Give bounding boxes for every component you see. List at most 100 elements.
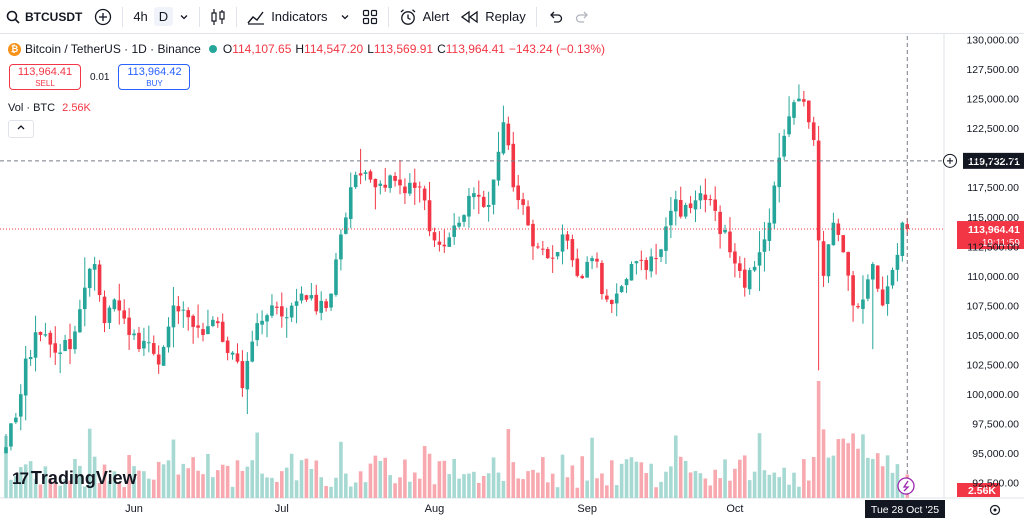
- volume-bar: [289, 453, 294, 498]
- volume-bar: [649, 463, 653, 498]
- candle-body: [506, 123, 511, 146]
- candle-body: [708, 199, 713, 201]
- indicators-dropdown[interactable]: [334, 0, 356, 34]
- timeframe-d[interactable]: D: [153, 7, 174, 26]
- candle-body: [447, 237, 452, 247]
- toolbar-divider: [387, 6, 389, 27]
- volume-bar: [368, 463, 373, 498]
- volume-bar: [481, 475, 486, 498]
- volume-bar: [211, 477, 215, 498]
- spread-value: 0.01: [90, 71, 110, 83]
- symbol-search[interactable]: BTCUSDT: [0, 0, 88, 34]
- candle-body: [122, 310, 126, 319]
- candle-body: [841, 235, 846, 253]
- indicators-button[interactable]: Indicators: [241, 0, 333, 34]
- candle-body: [78, 309, 82, 333]
- volume-bars: [4, 381, 910, 498]
- candle-body: [437, 241, 442, 245]
- timeframe-dropdown[interactable]: [173, 0, 195, 34]
- candle-body: [792, 102, 796, 118]
- volume-bar: [363, 482, 368, 498]
- volume-bar: [432, 484, 437, 498]
- candle-body: [147, 342, 151, 344]
- compare-button[interactable]: [88, 0, 118, 34]
- volume-bar: [580, 456, 585, 498]
- volume-bar: [176, 474, 181, 498]
- candle-body: [698, 193, 703, 201]
- candle-body: [275, 306, 279, 308]
- alert-button[interactable]: Alert: [393, 0, 456, 34]
- layout-button[interactable]: [356, 0, 384, 34]
- candle-body: [846, 252, 850, 276]
- volume-bar: [654, 487, 658, 498]
- replay-button[interactable]: Replay: [455, 0, 531, 34]
- candle-body: [649, 256, 653, 272]
- candle-body: [23, 358, 28, 396]
- chart-type-button[interactable]: [204, 0, 232, 34]
- countdown-label: 19:11:59: [982, 238, 1021, 249]
- volume-bar: [220, 464, 225, 498]
- volume-bar: [624, 459, 629, 498]
- candle-body: [526, 206, 530, 226]
- candle-body: [102, 296, 107, 324]
- settings-icon[interactable]: [989, 504, 1001, 516]
- candle-body: [339, 234, 343, 260]
- price-tick-label: 102,500.00: [966, 359, 1019, 371]
- volume-bar: [614, 485, 619, 498]
- candle-body: [595, 258, 599, 262]
- candle-body: [117, 300, 122, 311]
- volume-bar: [68, 480, 72, 498]
- alarm-clock-icon: [400, 8, 415, 25]
- volume-bar: [708, 485, 713, 498]
- volume-bar: [802, 459, 806, 498]
- volume-bar: [388, 475, 392, 498]
- volume-bar: [299, 460, 304, 498]
- volume-bar: [4, 435, 8, 498]
- volume-bar: [526, 471, 530, 498]
- time-axis: Jun Jul Aug Sep Oct: [125, 503, 743, 515]
- volume-bar: [491, 457, 496, 498]
- event-icon[interactable]: [897, 477, 915, 495]
- candle-body: [368, 171, 373, 180]
- volume-bar: [417, 478, 422, 498]
- candle-body: [462, 215, 466, 222]
- redo-icon: [575, 11, 588, 23]
- candle-body: [270, 305, 274, 316]
- candle-body: [304, 295, 309, 300]
- candle-body: [245, 360, 250, 390]
- candle-body: [501, 122, 506, 154]
- sell-price: 113,964.41: [17, 66, 73, 78]
- volume-bar: [787, 484, 791, 498]
- collapse-legend-button[interactable]: [8, 120, 34, 138]
- candle-body: [866, 279, 870, 299]
- volume-bar: [191, 457, 195, 498]
- symbol-label: BTCUSDT: [25, 9, 83, 24]
- volume-bar: [408, 481, 412, 498]
- redo-button[interactable]: [569, 0, 597, 34]
- volume-bar: [831, 455, 836, 498]
- price-tick-label: 130,000.00: [966, 35, 1019, 47]
- candle-body: [871, 264, 875, 280]
- current-price-label: 113,964.41: [968, 224, 1020, 236]
- candle-body: [723, 230, 727, 233]
- volume-bar: [560, 454, 565, 498]
- crosshair-price-label: 119,732.71: [968, 156, 1020, 168]
- volume-bar: [97, 483, 102, 498]
- volume-bar: [851, 433, 855, 498]
- candle-body: [481, 196, 486, 207]
- volume-bar: [92, 456, 97, 498]
- timeframe-4h[interactable]: 4h: [133, 9, 148, 24]
- candle-body: [457, 222, 461, 227]
- sell-button[interactable]: 113,964.41 SELL: [9, 64, 81, 90]
- undo-button[interactable]: [541, 0, 569, 34]
- candle-body: [18, 394, 23, 417]
- volume-bar: [225, 465, 230, 498]
- volume-bar: [294, 480, 299, 498]
- volume-bar: [275, 481, 279, 498]
- candle-body: [856, 306, 860, 308]
- candle-body: [600, 262, 604, 295]
- buy-button[interactable]: 113,964.42 BUY: [118, 64, 191, 90]
- volume-bar: [324, 486, 328, 498]
- volume-bar: [18, 467, 23, 498]
